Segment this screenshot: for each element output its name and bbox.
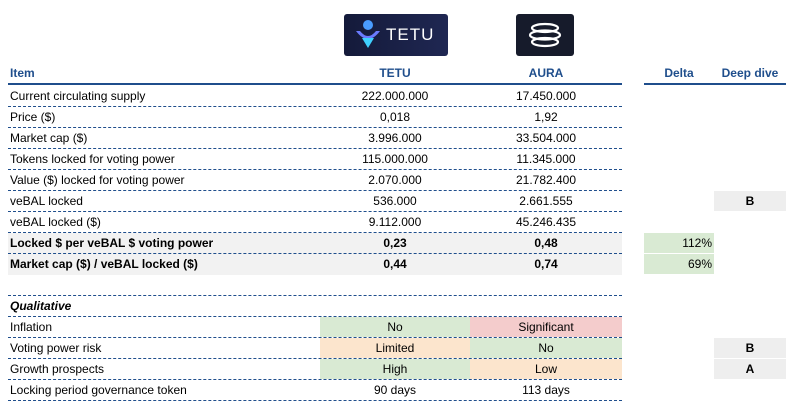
table-row: Voting power risk Limited No	[8, 338, 622, 359]
section-heading-row: Qualitative	[8, 296, 622, 317]
table-row-summary: Market cap ($) / veBAL locked ($) 0,44 0…	[8, 254, 622, 275]
tetu-rating: High	[320, 359, 470, 379]
tetu-value: 3.996.000	[368, 131, 422, 145]
row-label: Market cap ($)	[10, 131, 88, 145]
table-row: veBAL locked 536.000 2.661.555	[8, 191, 622, 212]
tetu-value: 90 days	[373, 383, 417, 397]
aura-value: 2.661.555	[519, 194, 573, 208]
tetu-logo-text: TETU	[386, 25, 435, 44]
table-row: veBAL locked ($) 9.112.000 45.246.435	[8, 212, 622, 233]
row-label: Voting power risk	[10, 341, 102, 355]
row-label: Tokens locked for voting power	[10, 152, 175, 166]
aura-value: 21.782.400	[515, 173, 577, 187]
tetu-rating: Limited	[320, 338, 470, 358]
aura-value: 33.504.000	[515, 131, 577, 145]
row-label: Value ($) locked for voting power	[10, 173, 185, 187]
header-item: Item	[10, 66, 35, 80]
aura-logo-icon	[528, 22, 562, 48]
table-row-summary: Locked $ per veBAL $ voting power 0,23 0…	[8, 233, 622, 254]
table-row: Locking period governance token 90 days …	[8, 380, 622, 401]
row-label: Locking period governance token	[10, 383, 187, 397]
tetu-value: 9.112.000	[368, 215, 422, 229]
row-label: Current circulating supply	[10, 89, 146, 103]
row-label: Market cap ($) / veBAL locked ($)	[10, 257, 198, 271]
table-row: Tokens locked for voting power 115.000.0…	[8, 149, 622, 170]
table-row: Current circulating supply 222.000.000 1…	[8, 86, 622, 107]
table-row: Growth prospects High Low	[8, 359, 622, 380]
row-label: veBAL locked ($)	[10, 215, 101, 229]
aura-value: 0,48	[534, 236, 558, 250]
tetu-rating: No	[320, 317, 470, 337]
aura-value: 1,92	[534, 110, 558, 124]
tetu-logo-icon	[356, 20, 380, 48]
tetu-value: 536.000	[373, 194, 417, 208]
tetu-value: 2.070.000	[368, 173, 422, 187]
aura-value: 11.345.000	[516, 152, 576, 166]
header-delta: Delta	[664, 66, 694, 80]
aura-rating: No	[470, 338, 622, 358]
table-row: Inflation No Significant	[8, 317, 622, 338]
table-row: Value ($) locked for voting power 2.070.…	[8, 170, 622, 191]
aura-rating: Low	[470, 359, 622, 379]
table-row: Market cap ($) 3.996.000 33.504.000	[8, 128, 622, 149]
qualitative-heading: Qualitative	[10, 299, 72, 313]
header-underline	[8, 83, 622, 85]
tetu-value: 0,23	[383, 236, 407, 250]
row-label: Price ($)	[10, 110, 56, 124]
row-label: Locked $ per veBAL $ voting power	[10, 236, 214, 250]
tetu-value: 222.000.000	[361, 89, 429, 103]
spacer-row	[8, 275, 622, 296]
deep-dive-badge: B	[714, 338, 786, 358]
aura-value: 17.450.000	[515, 89, 577, 103]
tetu-value: 0,018	[379, 110, 411, 124]
tetu-logo: TETU	[344, 14, 448, 56]
header-aura: AURA	[528, 66, 564, 80]
tetu-value: 0,44	[383, 257, 407, 271]
table-row: Price ($) 0,018 1,92	[8, 107, 622, 128]
header-tetu: TETU	[379, 66, 411, 80]
deep-dive-badge: B	[714, 191, 786, 211]
header-deep-dive: Deep dive	[721, 66, 779, 80]
row-label: Growth prospects	[10, 362, 105, 376]
aura-value: 45.246.435	[515, 215, 577, 229]
tetu-value: 115.000.000	[362, 152, 428, 166]
row-label: veBAL locked	[10, 194, 83, 208]
deep-dive-badge: A	[714, 359, 786, 379]
header-underline-side	[644, 83, 786, 85]
delta-value: 112%	[644, 233, 714, 253]
aura-value: 0,74	[534, 257, 558, 271]
aura-logo	[516, 14, 574, 56]
aura-value: 113 days	[522, 383, 570, 397]
aura-rating: Significant	[470, 317, 622, 337]
row-label: Inflation	[10, 320, 53, 334]
delta-value: 69%	[644, 254, 714, 274]
